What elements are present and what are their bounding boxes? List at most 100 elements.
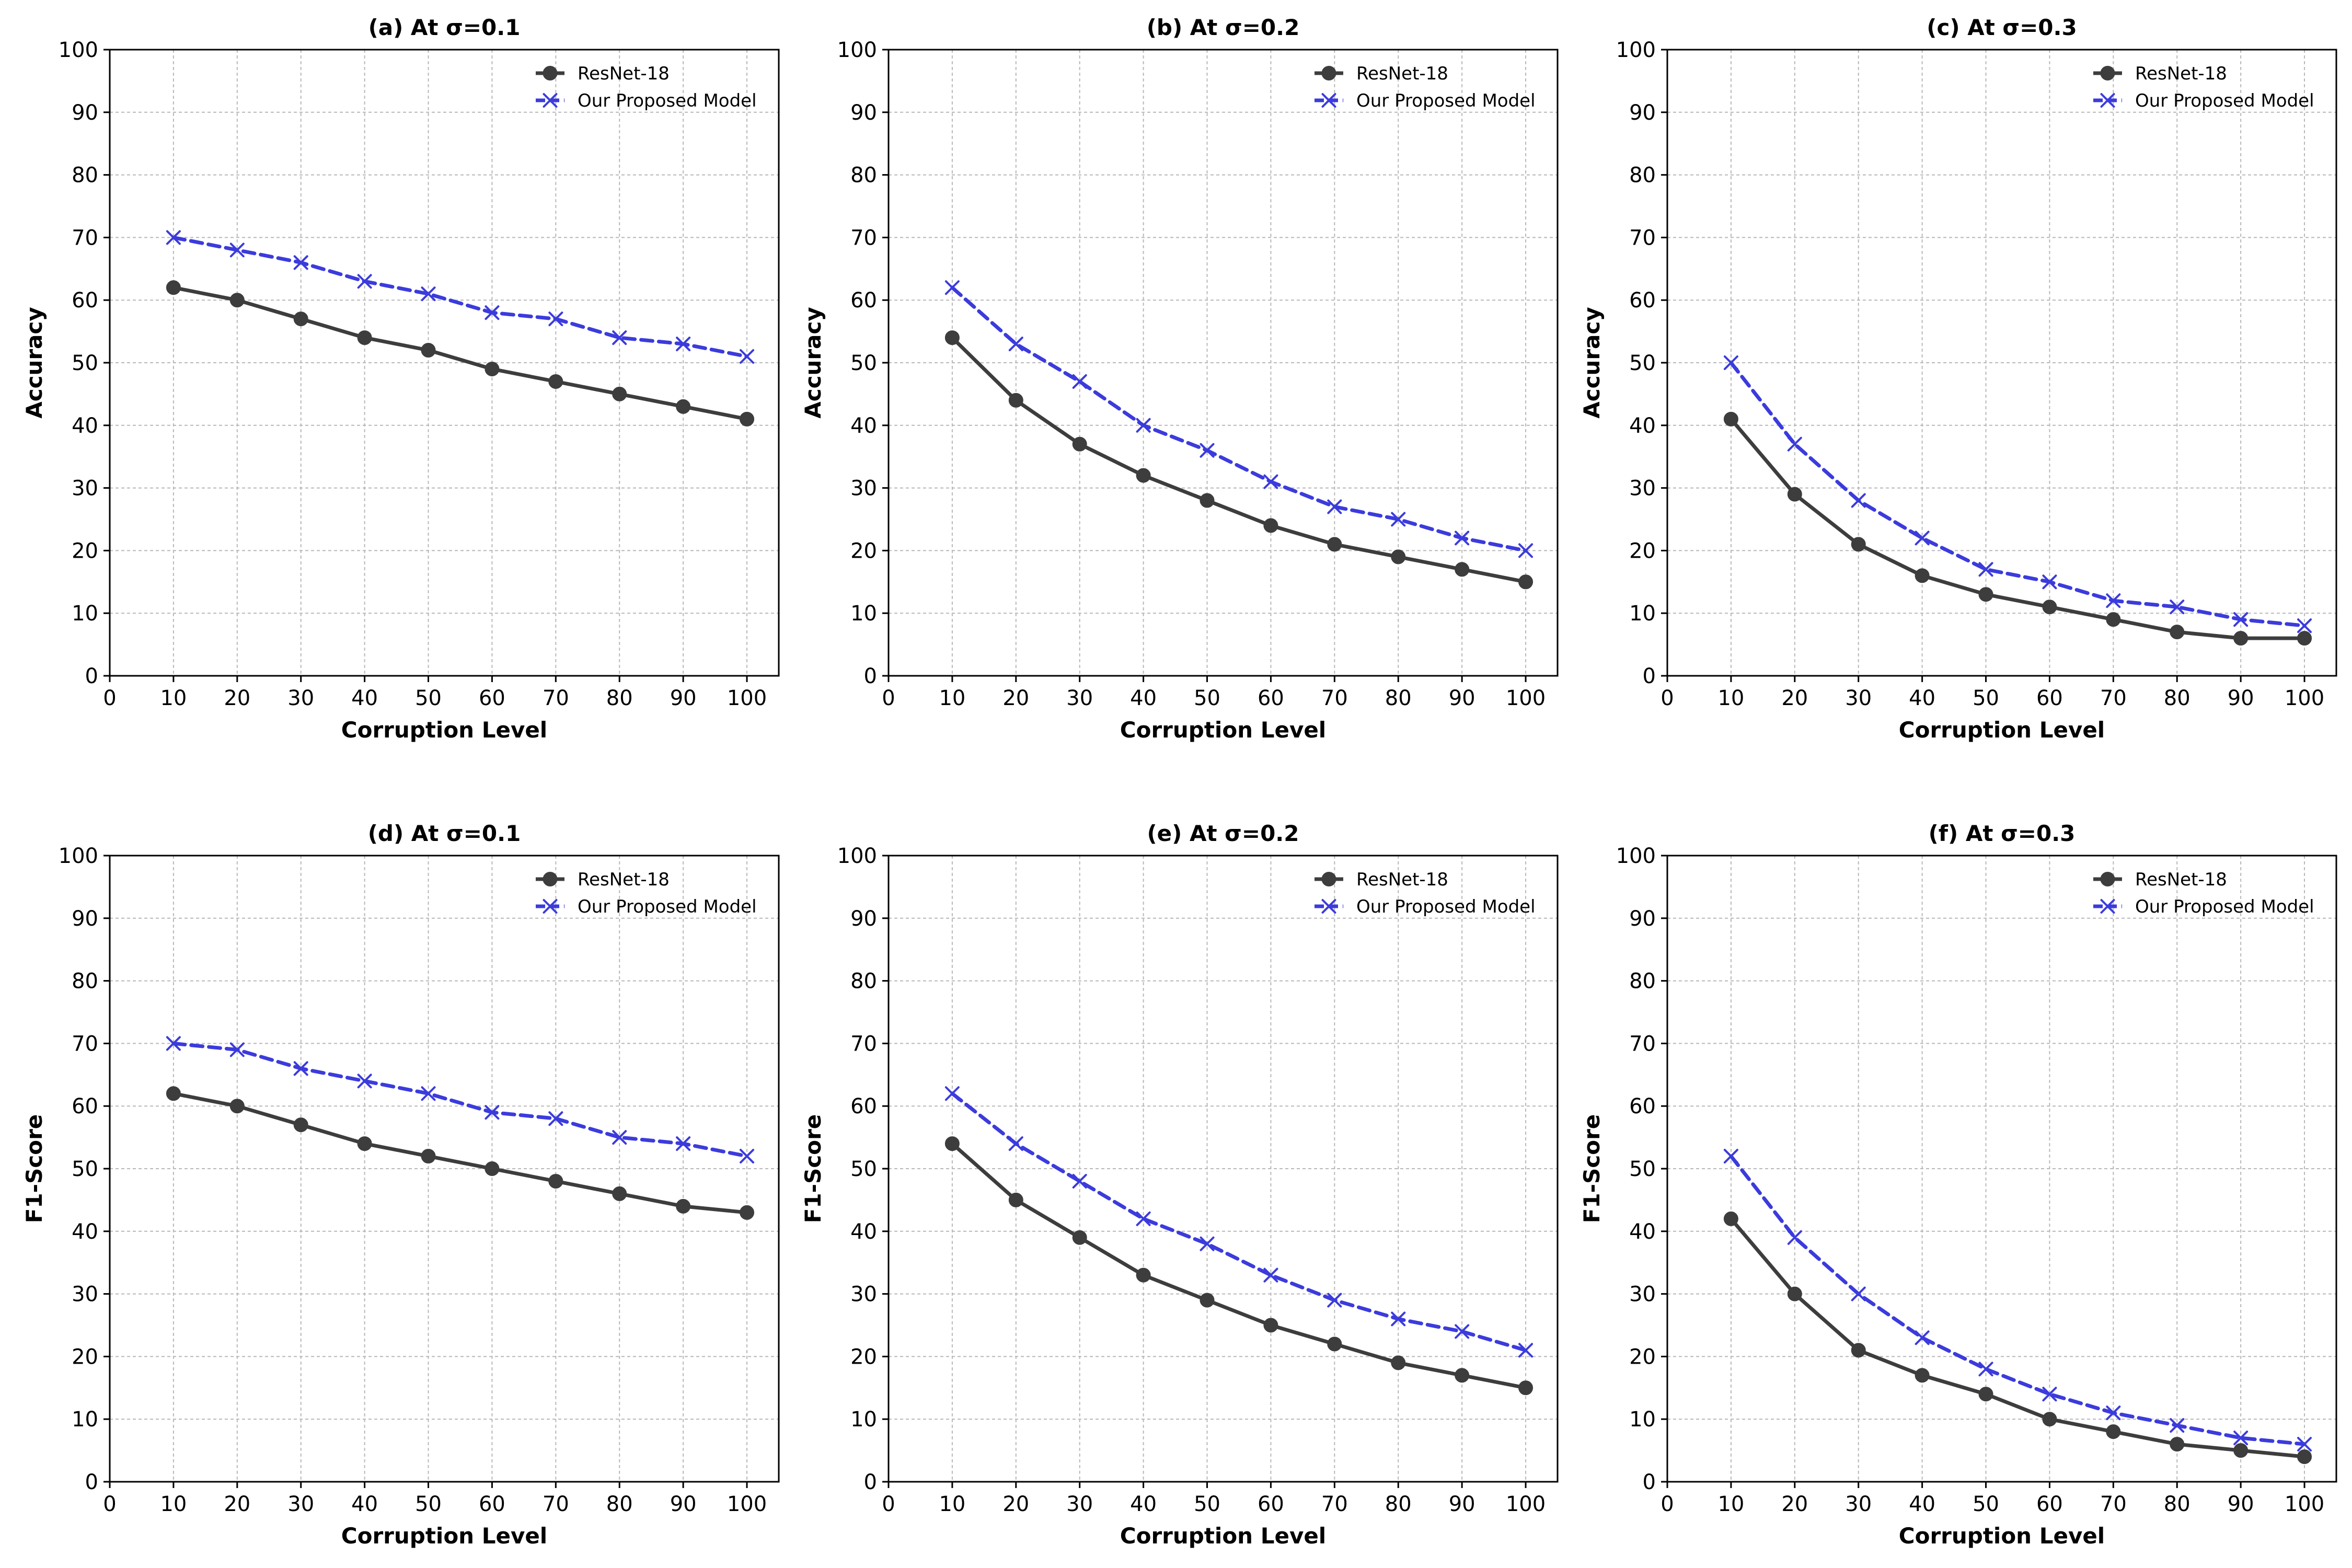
legend-label: Our Proposed Model: [578, 896, 757, 917]
data-point-resnet-18-60: [1263, 518, 1278, 533]
x-tick-label: 100: [1506, 686, 1546, 710]
data-point-resnet-18-10: [1723, 411, 1738, 426]
series-line-our-proposed-model: [1729, 361, 2307, 628]
data-point-resnet-18-70: [548, 374, 563, 389]
data-point-resnet-18-30: [1072, 436, 1087, 452]
data-point-resnet-18-80: [1391, 1355, 1406, 1370]
data-point-resnet-18-90: [2233, 631, 2249, 646]
y-tick-label: 40: [72, 414, 98, 438]
data-point-our-proposed-model-10-stroke-b: [166, 230, 181, 245]
data-point-our-proposed-model-70: [548, 1111, 563, 1126]
data-point-our-proposed-model-30-stroke-b: [293, 255, 308, 270]
x-tick-label: 70: [1321, 1492, 1348, 1516]
data-point-our-proposed-model-20-stroke-b: [1008, 337, 1023, 352]
x-tick-label: 90: [1449, 1492, 1475, 1516]
data-point-resnet-18-70: [2106, 612, 2121, 627]
y-tick-label: 30: [1629, 477, 1656, 501]
series-resnet-18: [166, 280, 755, 426]
legend-item-resnet-18: ResNet-18: [2093, 869, 2227, 890]
y-tick-label: 20: [1629, 1345, 1656, 1369]
data-point-our-proposed-model-80: [612, 330, 627, 345]
x-tick-label: 30: [287, 686, 314, 710]
x-tick-label: 100: [2285, 1492, 2324, 1516]
legend-swatch-marker: [1321, 899, 1336, 914]
legend-item-our-proposed-model: Our Proposed Model: [536, 90, 757, 111]
y-tick-label: 0: [864, 1470, 877, 1494]
y-tick-label: 100: [1616, 844, 1656, 868]
legend-swatch-marker: [1321, 872, 1336, 886]
legend-label: ResNet-18: [2135, 63, 2227, 84]
data-point-our-proposed-model-10-stroke-b: [1723, 1149, 1738, 1164]
chart-panel-3: 0 10 20 30 40 50 60 70 80 90 100 0 10 20 30 40 50 60 70 80 9…: [21, 821, 780, 1549]
legend-item-resnet-18: ResNet-18: [1315, 63, 1448, 84]
data-point-resnet-18-30: [1851, 537, 1866, 552]
y-tick-label: 30: [1629, 1283, 1656, 1307]
data-point-resnet-18-100: [740, 1205, 755, 1220]
data-point-our-proposed-model-60: [485, 305, 500, 320]
data-point-our-proposed-model-100-stroke-b: [1518, 1343, 1534, 1358]
data-point-resnet-18-80: [2170, 1437, 2185, 1452]
y-tick-label: 10: [72, 1408, 98, 1432]
data-point-our-proposed-model-60-stroke-b: [2042, 574, 2057, 590]
x-tick-label: 40: [1909, 686, 1935, 710]
data-point-resnet-18-90: [676, 399, 691, 414]
y-axis: 0 10 20 30 40 50 60 70 80 90 100: [837, 844, 889, 1494]
data-point-resnet-18-30: [1851, 1343, 1866, 1358]
series-our-proposed-model: [944, 280, 1534, 558]
legend-swatch-marker-stroke-b: [543, 93, 558, 108]
y-tick-label: 90: [850, 101, 877, 125]
series-resnet-18: [944, 1136, 1534, 1396]
data-point-resnet-18-60: [2042, 1412, 2057, 1427]
legend: ResNet-18 Our Proposed Model: [1315, 869, 1536, 917]
x-tick-label: 80: [606, 1492, 633, 1516]
data-point-resnet-18-20: [1008, 393, 1023, 408]
y-axis: 0 10 20 30 40 50 60 70 80 90 100: [59, 38, 110, 688]
x-tick-label: 60: [2036, 686, 2063, 710]
data-point-our-proposed-model-40-stroke-b: [1915, 531, 1930, 546]
legend-item-resnet-18: ResNet-18: [2093, 63, 2227, 84]
data-point-our-proposed-model-90: [1455, 1324, 1470, 1339]
x-tick-label: 90: [670, 686, 697, 710]
x-tick-label: 50: [1973, 686, 1999, 710]
data-point-our-proposed-model-100-stroke-b: [2297, 1437, 2312, 1452]
y-tick-label: 90: [850, 907, 877, 931]
data-point-our-proposed-model-10: [1723, 355, 1738, 370]
legend: ResNet-18 Our Proposed Model: [536, 63, 757, 111]
data-point-our-proposed-model-100: [2297, 618, 2312, 633]
data-point-our-proposed-model-60-stroke-b: [1263, 474, 1278, 489]
x-tick-label: 60: [479, 686, 505, 710]
x-tick-label: 0: [882, 686, 895, 710]
x-tick-label: 100: [727, 686, 767, 710]
data-point-our-proposed-model-50: [421, 1086, 436, 1101]
data-point-our-proposed-model-70: [2106, 1405, 2121, 1421]
data-point-resnet-18-20: [1787, 1286, 1802, 1301]
x-tick-label: 90: [2228, 1492, 2254, 1516]
data-point-our-proposed-model-70-stroke-b: [548, 1111, 563, 1126]
data-point-resnet-18-70: [1327, 537, 1342, 552]
y-tick-label: 70: [72, 226, 98, 250]
legend-item-resnet-18: ResNet-18: [536, 869, 670, 890]
data-point-our-proposed-model-80-stroke-b: [2170, 1418, 2185, 1433]
y-tick-label: 10: [1629, 602, 1656, 626]
data-point-our-proposed-model-60: [2042, 574, 2057, 590]
legend-swatch-marker-stroke-b: [2100, 93, 2115, 108]
legend-item-resnet-18: ResNet-18: [536, 63, 670, 84]
y-tick-label: 50: [72, 351, 98, 375]
x-axis: 0 10 20 30 40 50 60 70 80 90 100: [103, 1482, 767, 1516]
x-tick-label: 30: [1845, 1492, 1872, 1516]
y-tick-label: 100: [837, 844, 877, 868]
y-tick-label: 60: [1629, 289, 1656, 313]
chart-panel-5: 0 10 20 30 40 50 60 70 80 90 100 0 10 20 30 40 50 60 70 80 9…: [1579, 821, 2337, 1549]
chart-panel-2: 0 10 20 30 40 50 60 70 80 90 100 0 10 20 30 40 50 60 70 80 9…: [1579, 15, 2337, 743]
data-point-our-proposed-model-100-stroke-b: [740, 1149, 755, 1164]
y-tick-label: 60: [72, 289, 98, 313]
data-point-our-proposed-model-70: [2106, 593, 2121, 608]
data-point-our-proposed-model-70: [548, 312, 563, 327]
legend-item-our-proposed-model: Our Proposed Model: [2093, 896, 2314, 917]
x-axis-label: Corruption Level: [1120, 1523, 1326, 1549]
chart-panel-0: 0 10 20 30 40 50 60 70 80 90 100 0 10 20 30 40 50 60 70 80 9…: [21, 15, 780, 743]
x-tick-label: 0: [1661, 1492, 1674, 1516]
data-point-our-proposed-model-40-stroke-b: [1915, 1330, 1930, 1345]
y-tick-label: 30: [850, 477, 877, 501]
x-tick-label: 90: [670, 1492, 697, 1516]
